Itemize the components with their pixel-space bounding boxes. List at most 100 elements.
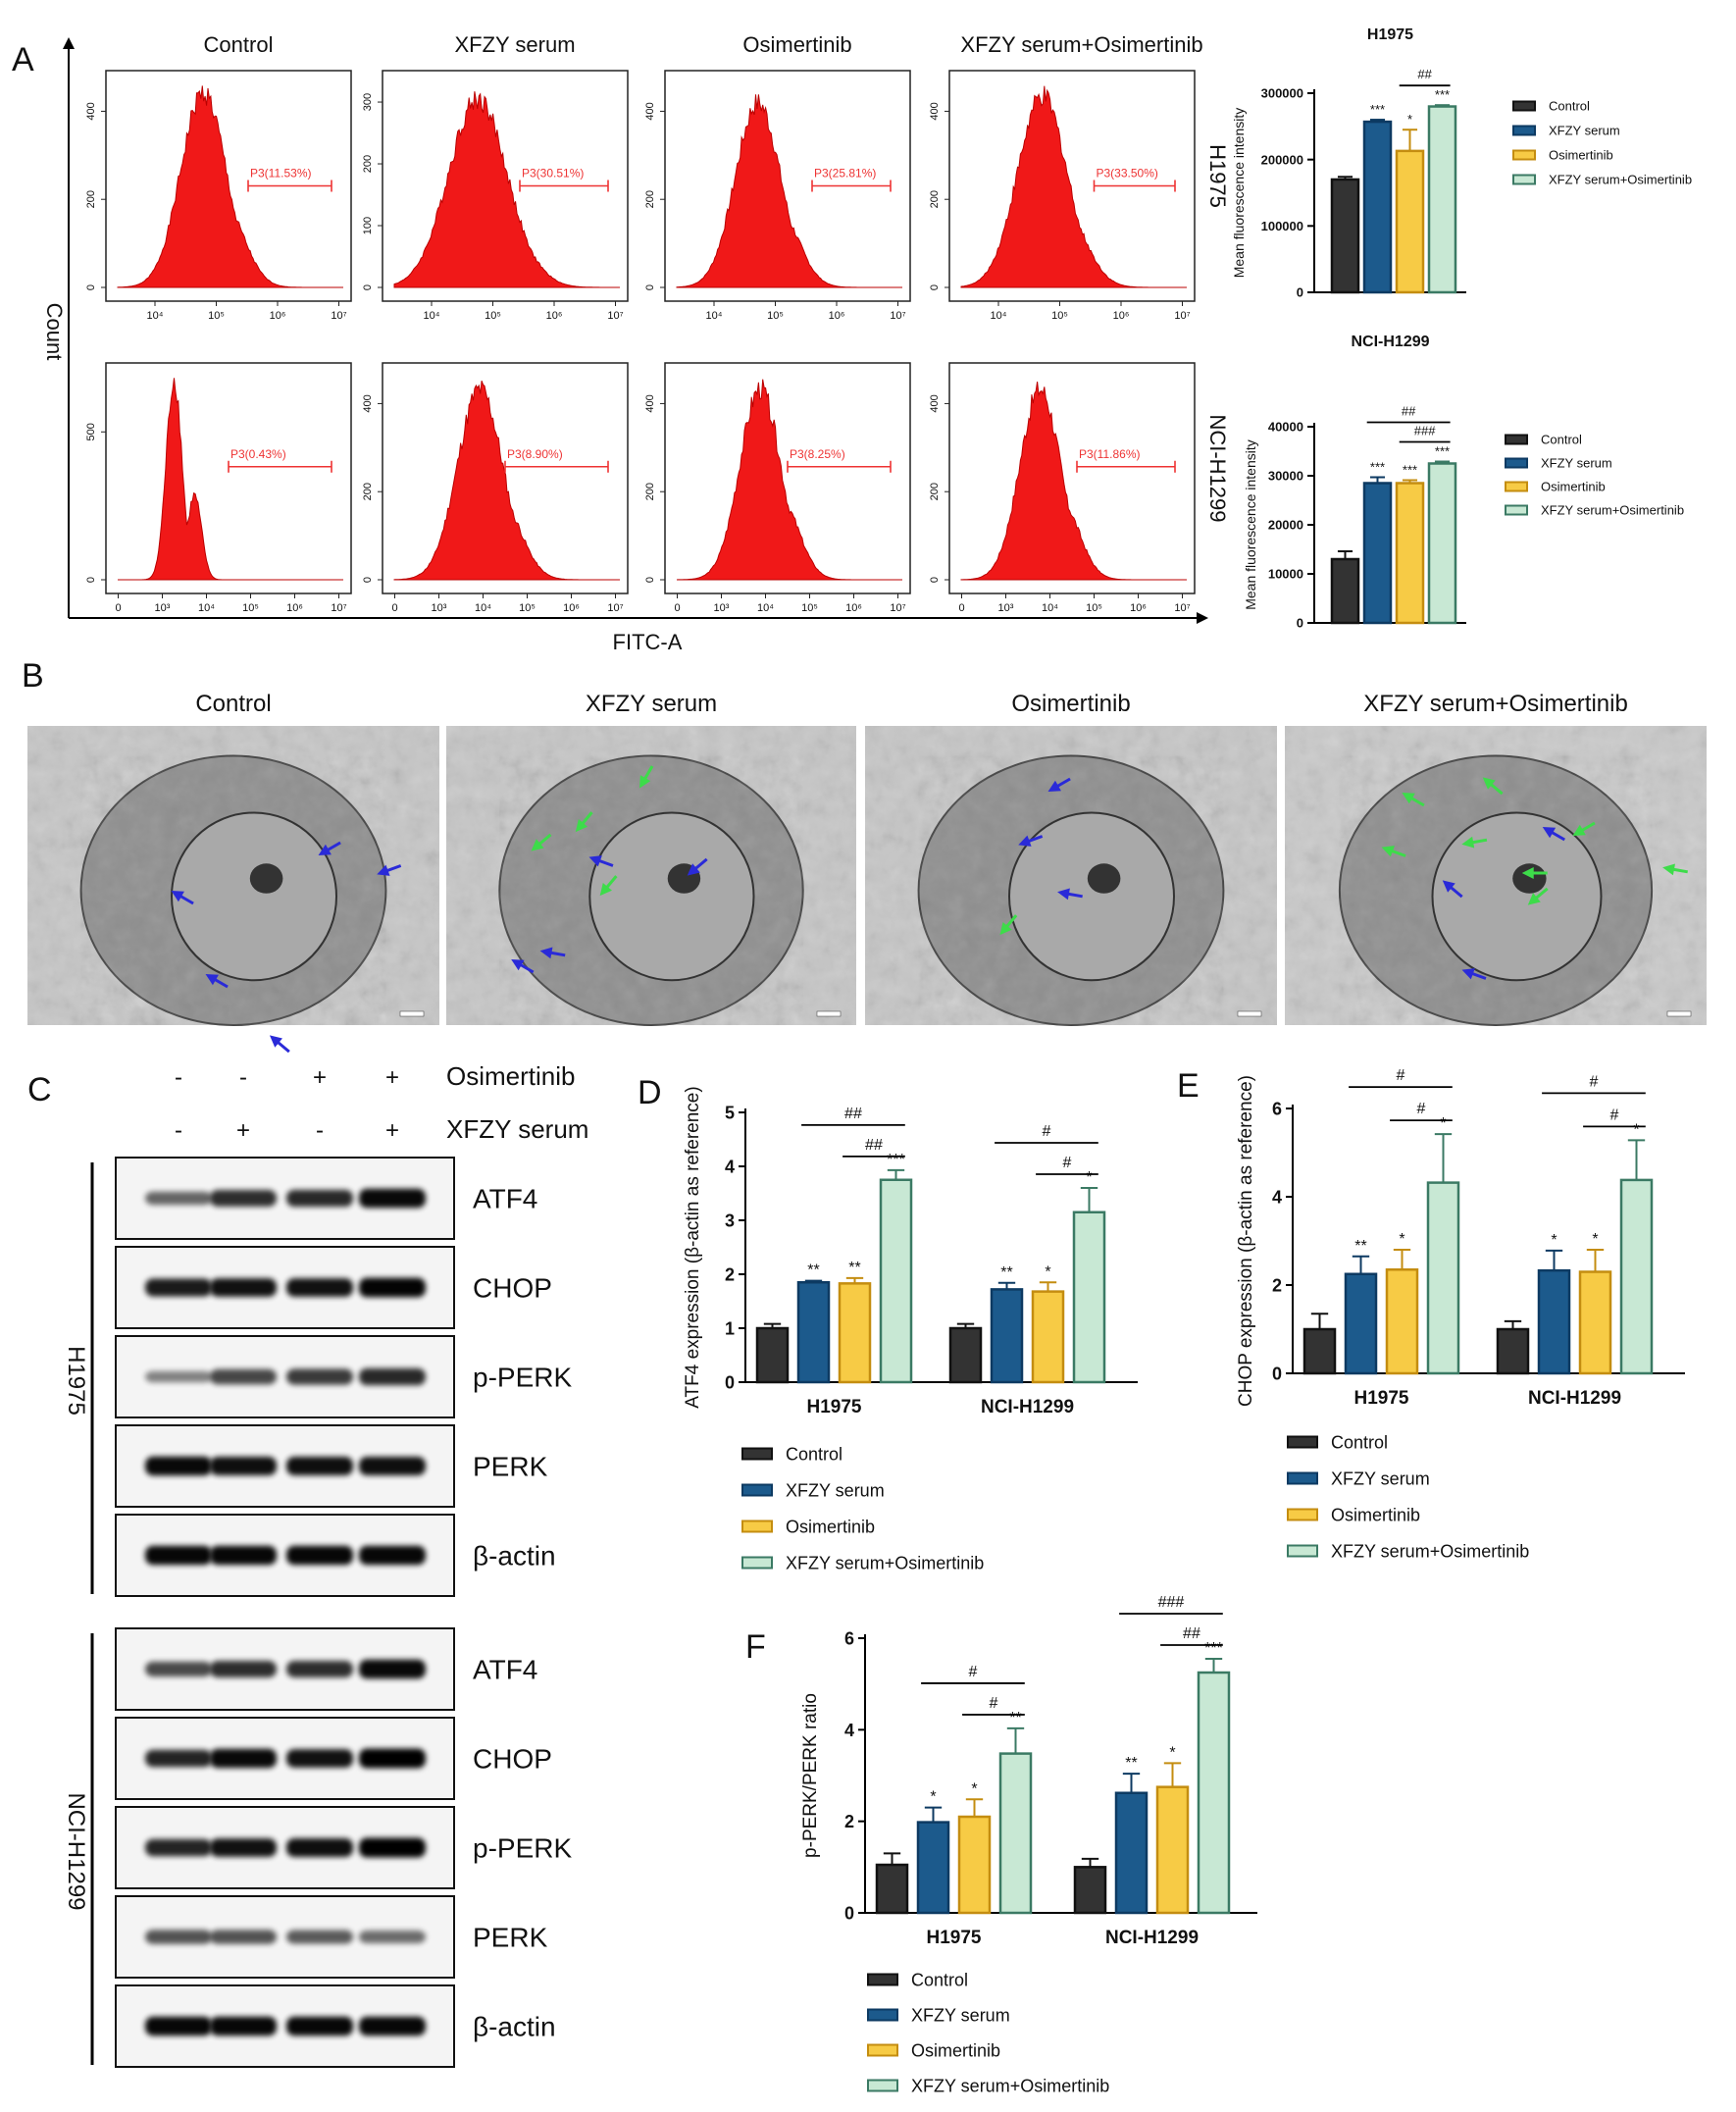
- legend-swatch-1: [867, 2008, 898, 2022]
- x-tick-label: 10⁵: [801, 602, 818, 614]
- chart-A-top: 0 100000 200000 300000 Mean fluorescence int…: [1231, 26, 1692, 300]
- legend-label-0: Control: [1331, 1432, 1388, 1452]
- y-axis-label: Mean fluorescence intensity: [1231, 108, 1247, 279]
- significance-star: *: [930, 1789, 936, 1806]
- blot-band: [210, 2016, 277, 2036]
- green-arrow-icon: [999, 914, 1018, 936]
- flow-title-3: XFZY serum+Osimertinib: [960, 32, 1202, 57]
- blot-band: [210, 1278, 277, 1297]
- blot-band: [145, 1930, 212, 1944]
- header-sign: -: [175, 1117, 182, 1144]
- histogram-panel-0-0: P3(11.53%) 0 200 400 10⁴ 10⁵ 10⁶ 10⁷: [85, 70, 352, 322]
- header-sign: -: [175, 1064, 182, 1091]
- x-tick-label: 10⁴: [706, 310, 723, 322]
- bar-0: [1330, 178, 1360, 294]
- chart-E: 0 2 4 6 CHOP expression (β-actin as referenc…: [1236, 1067, 1685, 1561]
- green-arrow-icon: [1662, 863, 1688, 876]
- bar-1: [796, 1281, 831, 1384]
- x-tick-label: 0: [391, 602, 397, 614]
- header-sign: +: [385, 1064, 399, 1091]
- y-tick-label: 0: [844, 1903, 854, 1923]
- green-arrow-icon: [1461, 836, 1488, 849]
- histogram-panel-0-2: P3(25.81%) 0 200 400 10⁴ 10⁵ 10⁶ 10⁷: [644, 70, 911, 322]
- y-tick-label: 20000: [1268, 518, 1303, 533]
- group-label: H1975: [807, 1397, 862, 1417]
- legend-swatch-3: [1512, 174, 1536, 185]
- flow-title-1: XFZY serum: [454, 32, 575, 57]
- blot-band: [145, 1191, 212, 1206]
- y-tick-label: 2: [1272, 1275, 1282, 1295]
- blot-band: [359, 1837, 426, 1858]
- y-tick-label: 400: [929, 102, 941, 120]
- x-tick-label: 10³: [155, 602, 171, 614]
- header-label-0: Osimertinib: [446, 1061, 575, 1091]
- y-tick-label: 200: [362, 483, 374, 500]
- blot-band: [145, 1749, 212, 1768]
- blot-label-1-4: β-actin: [473, 2012, 556, 2042]
- significance-star: ***: [887, 1152, 905, 1168]
- significance-star: *: [971, 1780, 977, 1797]
- y-tick-label: 0: [362, 577, 374, 583]
- significance-star: *: [1086, 1169, 1092, 1186]
- legend-swatch-2: [1287, 1508, 1318, 1521]
- significance-star: ***: [1435, 87, 1450, 102]
- group-label: NCI-H1299: [1528, 1388, 1621, 1409]
- y-tick-label: 1: [725, 1318, 735, 1338]
- bar-2: [838, 1282, 872, 1384]
- blot-band: [359, 1456, 426, 1476]
- tem-title-0: Control: [195, 691, 271, 717]
- y-tick-label: 0: [85, 577, 97, 583]
- fitc-axis-label: FITC-A: [613, 630, 683, 654]
- x-tick-label: 10⁷: [1174, 602, 1190, 614]
- blue-arrow-icon-head: [377, 864, 390, 876]
- tem-image-3: [1285, 726, 1707, 1026]
- bar-2: [1395, 482, 1425, 625]
- significance-star: ***: [1204, 1640, 1223, 1657]
- y-tick-label: 10000: [1268, 567, 1303, 582]
- x-tick-label: 0: [115, 602, 121, 614]
- bar-1: [990, 1288, 1024, 1384]
- comparison-label: #: [1416, 1101, 1425, 1117]
- comparison-label: ##: [1402, 404, 1416, 419]
- y-tick-label: 0: [644, 284, 656, 290]
- fitc-axis-arrow: [1197, 612, 1208, 624]
- blue-arrow-icon-head: [1018, 835, 1032, 847]
- blot-band: [145, 1661, 212, 1677]
- x-tick-label: 10⁵: [519, 602, 536, 614]
- y-tick-label: 400: [644, 394, 656, 412]
- blue-arrow-icon-head: [318, 844, 332, 855]
- blot-band: [210, 1748, 277, 1769]
- significance-star: *: [1045, 1263, 1050, 1280]
- legend-label-0: Control: [1541, 433, 1582, 447]
- x-tick-label: 10⁴: [198, 602, 215, 614]
- blot-band: [286, 1189, 353, 1208]
- legend: Control XFZY serum Osimertinib XFZY serum+O…: [1512, 99, 1692, 187]
- legend: Control XFZY serum Osimertinib XFZY serum+O…: [1505, 433, 1684, 518]
- blue-arrow-icon: [1057, 888, 1083, 901]
- y-tick-label: 4: [725, 1157, 735, 1176]
- blot-band: [210, 1190, 277, 1207]
- tem-image-2: [865, 726, 1277, 1026]
- blot-band: [286, 1545, 353, 1566]
- blot-band: [359, 1659, 426, 1679]
- bar-1: [1114, 1791, 1149, 1915]
- green-arrow-icon: [1402, 793, 1425, 807]
- y-tick-label: 4: [844, 1721, 854, 1740]
- nucleolus: [1512, 863, 1547, 894]
- blue-arrow-icon-head: [687, 863, 700, 876]
- legend-label-1: XFZY serum: [1331, 1468, 1430, 1488]
- group-label: H1975: [927, 1928, 982, 1948]
- histogram-area: [960, 85, 1187, 288]
- bar-3: [998, 1752, 1033, 1915]
- blot-band: [145, 2016, 212, 2036]
- blue-arrow-icon: [687, 857, 708, 876]
- panel-b-tem: Control XFZY serum Osimertinib XFZY serum+O…: [27, 691, 1707, 1054]
- comparison-label: #: [1589, 1073, 1598, 1090]
- significance-star: **: [1000, 1264, 1012, 1281]
- y-tick-label: 40000: [1268, 420, 1303, 435]
- green-arrow-icon-head: [999, 922, 1012, 936]
- bar-2: [1578, 1270, 1612, 1375]
- legend-swatch-1: [1512, 125, 1536, 136]
- green-arrow-icon-head: [1482, 777, 1496, 790]
- blot-band: [286, 2016, 353, 2036]
